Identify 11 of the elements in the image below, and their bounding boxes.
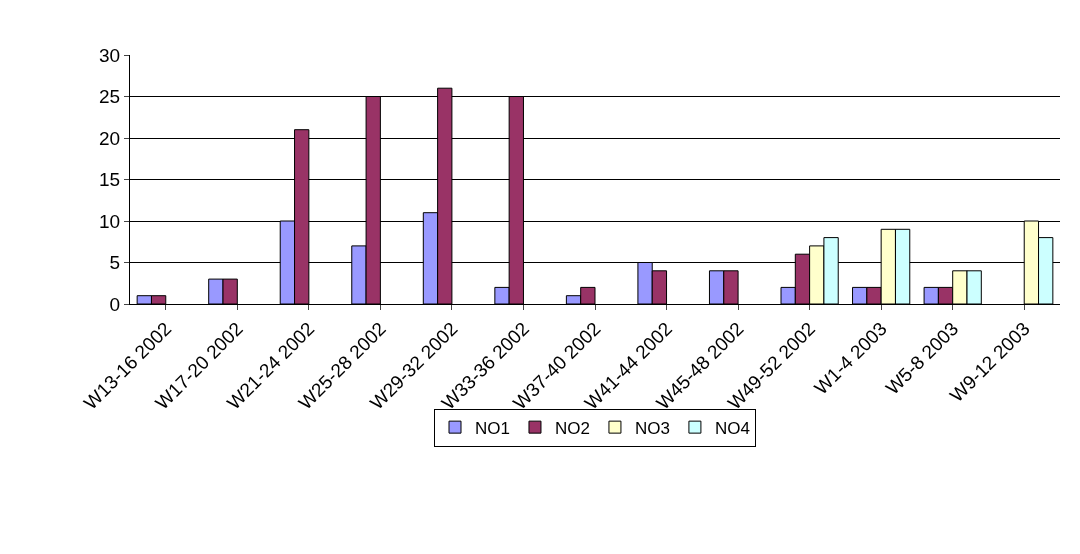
y-tick-label: 20	[99, 127, 121, 149]
legend-label: NO4	[714, 418, 750, 438]
y-tick-label: 0	[109, 293, 121, 315]
legend-label: NO1	[475, 418, 510, 438]
legend-label: NO2	[554, 418, 590, 438]
y-tick-label: 30	[99, 44, 121, 66]
y-tick-label: 10	[99, 210, 121, 232]
legend-label: NO3	[634, 418, 670, 438]
y-tick-label: 15	[99, 169, 121, 191]
y-tick-label: 5	[109, 252, 121, 274]
y-tick-label: 25	[99, 86, 121, 108]
